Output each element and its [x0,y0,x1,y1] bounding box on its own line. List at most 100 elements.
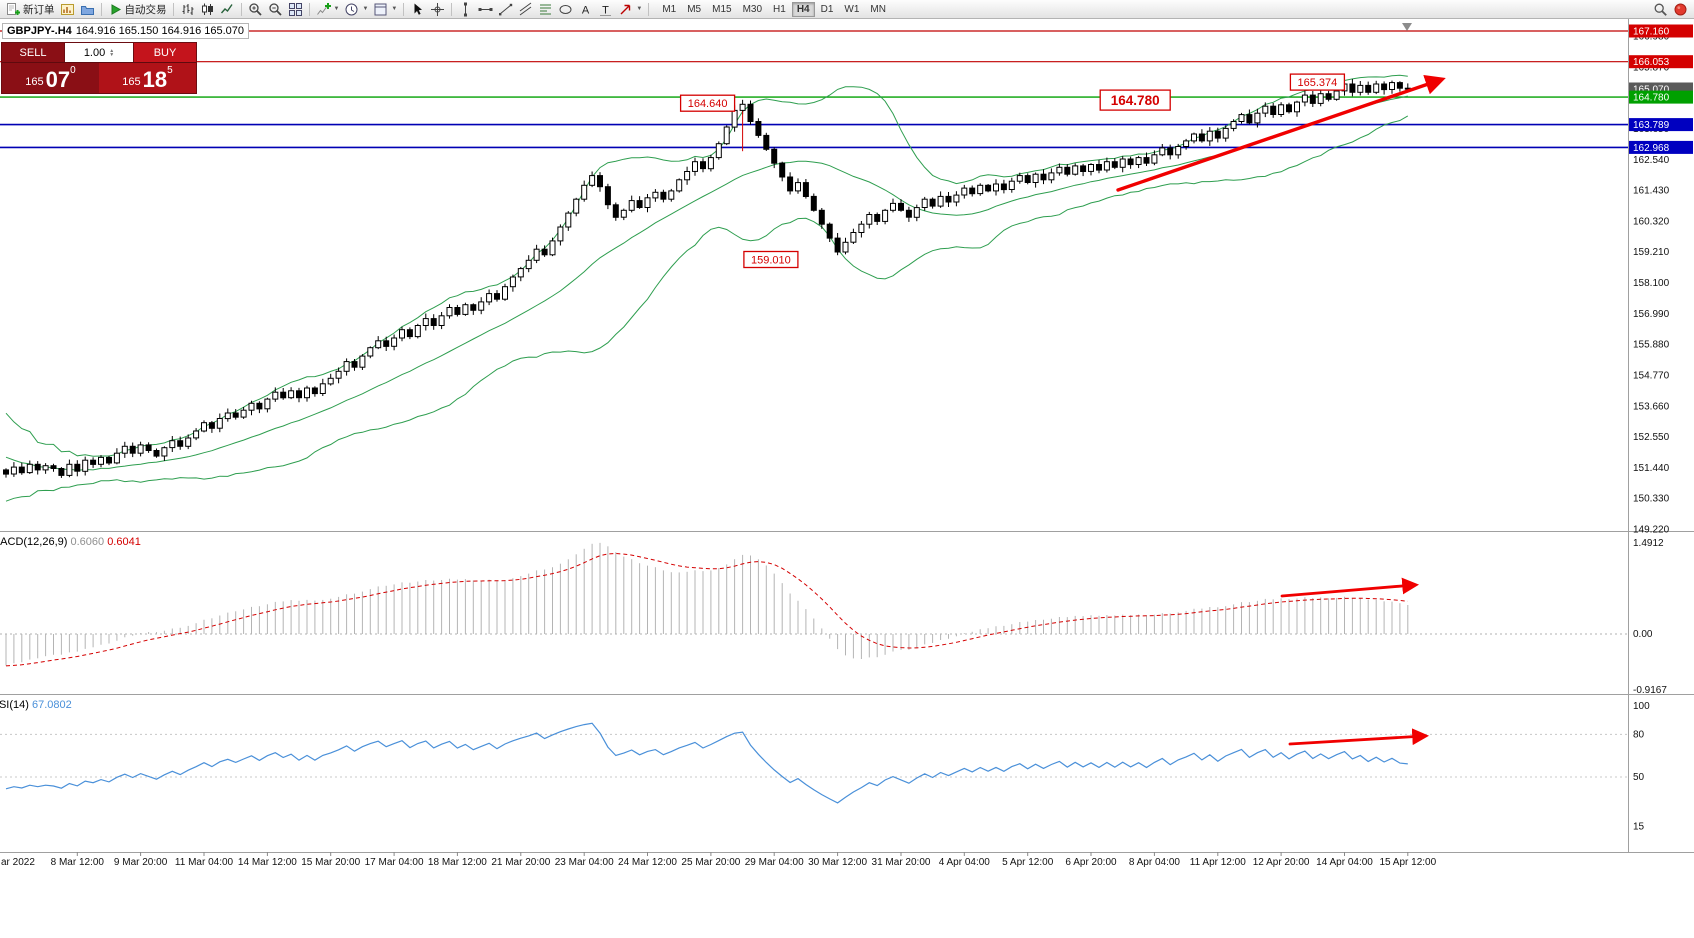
text-button[interactable]: A [576,1,595,18]
svg-text:163.789: 163.789 [1633,120,1670,131]
tile-icon [288,2,303,17]
new-order-button[interactable]: 新订单 [4,1,57,18]
rsi-line [5,722,1408,804]
sell-price[interactable]: 165 07 0 [2,63,99,93]
macd-scale: 1.4912 0.00 -0.9167 [1633,538,1667,696]
profiles-button[interactable] [78,1,97,18]
volume-value: 1.00 [83,46,106,59]
macd-panel [0,542,1628,667]
sell-price-point: 0 [70,65,76,76]
candlestick-mode-button[interactable] [198,1,217,18]
price-annotation[interactable]: 165.374 [1289,73,1346,91]
price-tick: 162.540 [1633,155,1670,166]
vertical-line-button[interactable] [456,1,475,18]
timeframe-m5[interactable]: M5 [687,3,702,15]
indicator-plus-icon [316,2,331,17]
spinner-up-icon[interactable]: ▲ [109,47,115,54]
crosshair-button[interactable] [428,1,447,18]
time-tick-label: 25 Mar 20:00 [681,857,740,868]
volume-spinner[interactable]: ▲ ▼ [109,47,115,58]
trend-arrow[interactable] [1116,74,1446,192]
sell-button[interactable]: SELL [2,43,64,62]
clock-icon [344,2,359,17]
auto-trading-button[interactable]: 自动交易 [106,1,169,18]
price-annotation[interactable]: 164.640 [679,94,736,112]
time-tick-label: 15 Apr 12:00 [1379,857,1436,868]
timeframe-switcher: M1 M5 M15 M30 H1 H4 D1 W1 MN [657,1,891,17]
timeframe-w1[interactable]: W1 [844,3,860,15]
charts-menu-button[interactable] [58,1,77,18]
time-tick-label: 23 Mar 04:00 [555,857,614,868]
svg-text:167.160: 167.160 [1633,27,1670,38]
channel-button[interactable] [516,1,535,18]
buy-price-point: 5 [167,65,173,76]
chart-shift-marker-icon[interactable] [1402,23,1412,31]
timeframe-mn[interactable]: MN [870,3,886,15]
rsi-scale: 100 80 50 15 [1633,701,1650,833]
time-tick-label: 17 Mar 04:00 [365,857,424,868]
alerts-badge[interactable] [1671,1,1690,18]
label-button[interactable]: T [596,1,615,18]
timeframe-d1[interactable]: D1 [820,3,834,15]
arrows-button[interactable]: ▼ [616,1,644,18]
zoom-in-button[interactable] [246,1,265,18]
time-tick-label: 15 Mar 20:00 [301,857,360,868]
auto-trading-button-label: 自动交易 [124,3,167,16]
fibonacci-button[interactable] [536,1,555,18]
trend-arrow[interactable] [1288,728,1430,746]
symbol-name: GBPJPY-.H4 [7,25,72,37]
price-annotation[interactable]: 159.010 [743,250,799,269]
price-marker: 162.968 [1629,140,1693,154]
timeframe-m1[interactable]: M1 [662,3,677,15]
trend-arrow[interactable] [1280,577,1420,598]
cursor-icon [410,2,425,17]
trend-arrows [1116,74,1446,746]
shapes-icon [558,2,573,17]
svg-text:162.968: 162.968 [1633,143,1670,154]
bar-chart-mode-button[interactable] [178,1,197,18]
annotations: 164.640 159.010 164.780 165.374 [679,73,1346,269]
trendline-button[interactable] [496,1,515,18]
toolbar: 新订单 自动交易 ▼ ▼ ▼ A T ▼ M1 M5 M15 M30 H1 H4 D1 W1 MN [0,0,1694,19]
price-tick: 155.880 [1633,340,1670,351]
time-tick-label: 31 Mar 20:00 [872,857,931,868]
price-annotation[interactable]: 164.780 [1099,89,1171,111]
dropdown-caret-icon: ▼ [333,6,340,12]
price-tick: 156.990 [1633,309,1670,320]
timeframe-h4[interactable]: H4 [791,1,815,17]
svg-text:166.053: 166.053 [1633,57,1670,68]
price-tick: 150.330 [1633,494,1670,505]
time-tick-label: 30 Mar 12:00 [808,857,867,868]
tile-windows-button[interactable] [286,1,305,18]
toolbar-separator [648,2,650,16]
price-tick: 158.100 [1633,278,1670,289]
dropdown-caret-icon: ▼ [636,6,643,12]
shapes-button[interactable] [556,1,575,18]
periods-button[interactable]: ▼ [342,1,370,18]
volume-input[interactable]: 1.00 ▲ ▼ [64,43,134,62]
svg-text:80: 80 [1633,729,1645,740]
timeframe-h1[interactable]: H1 [773,3,786,15]
toolbar-separator [403,2,405,16]
macd-signal-line [5,552,1408,667]
cursor-button[interactable] [408,1,427,18]
buy-button[interactable]: BUY [134,43,196,62]
time-tick-label: 12 Apr 20:00 [1253,857,1310,868]
timeframe-m30[interactable]: M30 [742,3,763,15]
templates-button[interactable]: ▼ [371,1,399,18]
buy-price[interactable]: 165 18 5 [99,63,196,93]
zoom-out-button[interactable] [266,1,285,18]
timeframe-m15[interactable]: M15 [712,3,732,15]
spinner-down-icon[interactable]: ▼ [109,51,115,58]
time-tick-label: 6 Apr 20:00 [1065,857,1117,868]
search-button[interactable] [1651,1,1670,18]
time-tick-label: 29 Mar 04:00 [745,857,804,868]
horizontal-line-button[interactable] [476,1,495,18]
price-marker: 166.053 [1629,55,1693,69]
indicators-button[interactable]: ▼ [314,1,342,18]
svg-text:1.4912: 1.4912 [1633,538,1664,549]
time-tick-label: ar 2022 [1,857,35,868]
bollinger-lower-line [5,115,1409,502]
line-chart-mode-button[interactable] [218,1,237,18]
